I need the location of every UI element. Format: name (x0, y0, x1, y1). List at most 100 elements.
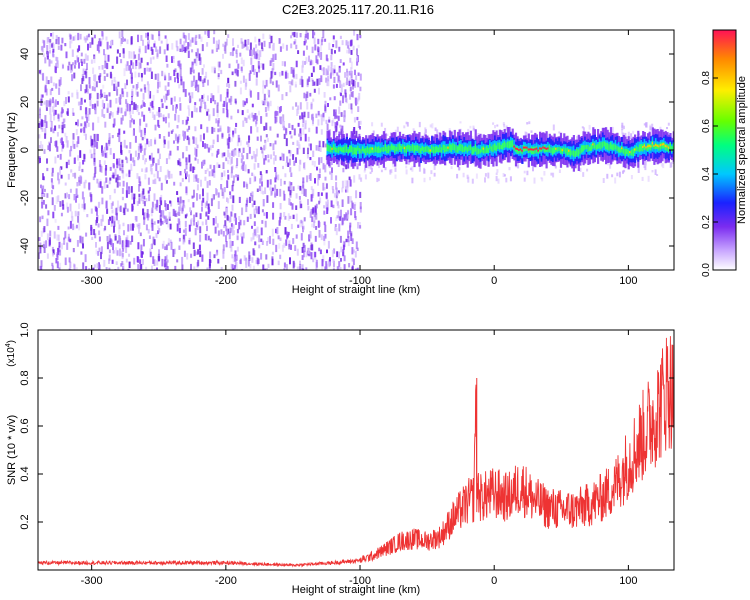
ridge-peak (592, 143, 595, 146)
y-tick-label-bottom: 0.2 (19, 514, 31, 529)
x-tick-label-top: 0 (491, 275, 497, 287)
colorbar-tick-label: 0.4 (701, 167, 712, 181)
y-tick-label-bottom: 0.6 (19, 418, 31, 433)
ridge-peak (561, 149, 564, 152)
y-tick-label-bottom: 0.4 (19, 466, 31, 481)
x-tick-label-bottom: 100 (619, 575, 637, 587)
svg-text:(x104): (x104) (5, 340, 17, 367)
ridge-peak (667, 146, 670, 149)
ridge-peak (534, 148, 537, 151)
ridge-peak (547, 147, 550, 150)
spectrogram-noise (38, 30, 674, 270)
y-axis-bottom: 0.2 0.4 0.6 0.8 1.0 (19, 322, 674, 530)
colorbar-tick-label: 0.0 (701, 263, 712, 277)
y-tick-label-bottom: 1.0 (19, 322, 31, 337)
y-axis-label-top: Frequency (Hz) (6, 112, 18, 188)
x-tick-label-top: -300 (81, 275, 103, 287)
ridge-peak (513, 145, 516, 148)
x-tick-label-bottom: -100 (349, 575, 371, 587)
colorbar-label: Normalized spectral amplitude (736, 76, 748, 224)
ridge-peak (516, 148, 519, 150)
spectrogram-ridge (326, 127, 674, 172)
ridge-peak (666, 145, 669, 148)
ridge-peak (634, 148, 637, 151)
ridge-peak (539, 147, 542, 150)
ridge-peak (537, 149, 540, 152)
ridge-peak (524, 146, 527, 149)
x-axis-top: -300 -200 -100 0 100 (81, 30, 638, 287)
ridge-peak (664, 145, 667, 148)
ridge-peak (527, 148, 530, 151)
y-tick-label-bottom: 0.8 (19, 370, 31, 385)
ridge-peak (521, 149, 524, 152)
ridge-peak (331, 147, 334, 150)
ridge-peak (648, 144, 651, 147)
ridge-peak (540, 147, 543, 150)
colorbar-tick-label: 0.6 (701, 119, 712, 133)
ridge-peak (545, 147, 548, 150)
ridge-peak (535, 147, 538, 150)
ridge-peak (371, 147, 374, 150)
colorbar-ticks: 0.0 0.2 0.4 0.6 0.8 (701, 71, 718, 277)
ridge-peak (656, 144, 659, 147)
y-tick-label-top: 20 (19, 96, 31, 108)
ridge-peak (645, 146, 648, 149)
x-tick-label-top: -200 (215, 275, 237, 287)
x-tick-label-bottom: 0 (491, 575, 497, 587)
ridge-peak (661, 143, 664, 146)
ridge-peak (543, 146, 546, 149)
colorbar-tick-label: 0.2 (701, 215, 712, 229)
ridge-peak (659, 144, 662, 147)
ridge-peak (651, 142, 654, 145)
ridge-peak (403, 147, 406, 150)
x-tick-label-top: -100 (349, 275, 371, 287)
ridge-peak (568, 149, 571, 152)
snr-trace (38, 336, 674, 568)
ridge-peak (653, 144, 656, 147)
y-tick-label-top: -20 (19, 190, 31, 206)
ridge-peak (555, 147, 558, 150)
y-tick-label-top: -40 (19, 238, 31, 254)
x-axis-bottom: -300 -200 -100 0 100 (81, 330, 638, 587)
y-axis-top: -40 -20 0 20 40 (19, 48, 674, 254)
snr-line (38, 336, 674, 568)
colorbar-gradient (712, 29, 737, 271)
colorbar-tick-label: 0.8 (701, 71, 712, 85)
x-tick-label-bottom: -200 (215, 575, 237, 587)
colorbar: 0.0 0.2 0.4 0.6 0.8 Normalized spectral ampl… (701, 29, 748, 277)
ridge-peak (526, 146, 529, 149)
ridge-peak (529, 148, 532, 151)
ridge-peak (646, 145, 650, 148)
y-scale-label: (x104) (5, 340, 17, 367)
ridge-peak (663, 143, 666, 146)
ridge-peak (447, 146, 450, 149)
ridge-peak (642, 146, 645, 148)
ridge-peak (482, 147, 485, 150)
y-tick-label-top: 0 (19, 147, 31, 153)
ridge-peak (654, 143, 658, 146)
ridge-peak (542, 146, 545, 149)
ridge-peak (531, 148, 534, 151)
plot-frame-bottom (37, 329, 675, 571)
ridge-peak (532, 148, 535, 151)
ridge-peak (522, 146, 526, 149)
snr-panel: -300 -200 -100 0 100 0.2 0.4 0.6 0.8 1.0 Height … (5, 322, 675, 596)
y-tick-label-top: 40 (19, 48, 31, 60)
ridge-peak (514, 147, 518, 150)
x-tick-label-top: 100 (619, 275, 637, 287)
ridge-peak (643, 144, 646, 147)
ridge-peak (519, 148, 522, 151)
x-axis-label-bottom: Height of straight line (km) (292, 584, 420, 596)
x-tick-label-bottom: -300 (81, 575, 103, 587)
ridge-peak (650, 145, 653, 148)
figure-title: C2E3.2025.117.20.11.R16 (282, 2, 434, 17)
ridge-peak (629, 151, 632, 154)
x-axis-label-top: Height of straight line (km) (292, 284, 420, 296)
ridge-peak (658, 145, 661, 148)
ridge-peak (518, 149, 521, 151)
y-axis-label-bottom: SNR (10 * v/v) (6, 415, 18, 485)
ridge-peak (621, 147, 624, 150)
ridge-peak (429, 149, 432, 152)
